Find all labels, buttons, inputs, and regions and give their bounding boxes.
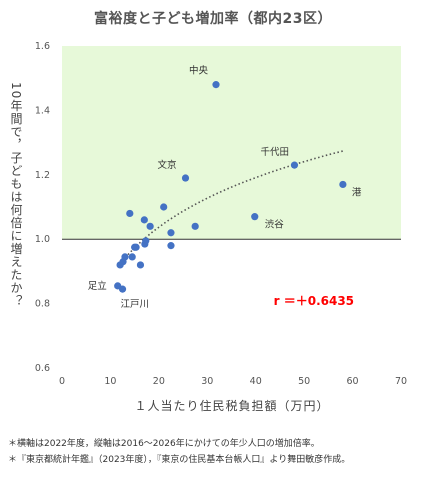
- data-point: [126, 209, 134, 218]
- point-label: 千代田: [260, 147, 289, 158]
- x-tick-label: 60: [347, 376, 359, 387]
- point-label: 江戸川: [121, 299, 150, 310]
- y-tick-label: 0.6: [35, 363, 50, 374]
- point-label: 文京: [157, 159, 176, 171]
- data-point: [251, 213, 259, 221]
- y-tick-labels: 0.6 0.8 1.0 1.2 1.4 1.6: [35, 41, 50, 374]
- x-axis-title: １人当たり住民税負担額（万円）: [134, 399, 330, 413]
- point-label: 港: [352, 186, 362, 198]
- y-tick-label: 1.0: [35, 234, 50, 245]
- x-tick-label: 40: [250, 376, 262, 387]
- footnote-axes: ＊横軸は2022年度，縦軸は2016～2026年にかけての年少人口の増加倍率。: [8, 439, 320, 449]
- data-point: [191, 222, 199, 230]
- x-tick-label: 30: [201, 376, 213, 387]
- data-point: [146, 222, 154, 230]
- data-point: [118, 285, 127, 293]
- point-label: 渋谷: [265, 219, 285, 231]
- data-point: [119, 258, 127, 266]
- point-label: 足立: [88, 280, 107, 292]
- y-tick-label: 0.8: [35, 299, 50, 310]
- data-point: [140, 216, 148, 224]
- data-points: [114, 81, 347, 293]
- data-point: [181, 174, 190, 182]
- shaded-region-above-1: [62, 46, 401, 240]
- data-point: [167, 242, 175, 250]
- data-point: [290, 161, 299, 169]
- point-label: 中央: [189, 65, 209, 77]
- data-point: [339, 180, 347, 189]
- data-point: [212, 81, 220, 89]
- x-tick-label: 20: [153, 376, 165, 387]
- data-point: [136, 261, 145, 269]
- x-tick-labels: 0 10 20 30 40 50 60 70: [59, 376, 407, 387]
- footnote-source: ＊『東京都統計年鑑』（2023年度），『東京の住民基本台帳人口』より舞田敏彦作成…: [8, 455, 351, 465]
- x-tick-label: 50: [298, 376, 310, 387]
- data-point: [128, 253, 136, 261]
- data-point: [167, 229, 175, 237]
- y-axis-title: 10年間で，子どもは何倍に増えたか？: [9, 82, 23, 308]
- trendline: [117, 150, 344, 268]
- y-tick-label: 1.6: [35, 41, 50, 52]
- correlation-annotation: r ＝＋0.6435: [274, 294, 354, 308]
- data-point: [141, 240, 149, 248]
- trendline-group: [117, 150, 344, 268]
- y-tick-label: 1.2: [35, 170, 50, 181]
- data-point: [160, 203, 168, 211]
- chart-title: 富裕度と子ども増加率（都内23区）: [94, 11, 332, 27]
- x-tick-label: 70: [395, 376, 407, 387]
- data-point: [132, 243, 140, 251]
- y-tick-label: 1.4: [35, 105, 50, 116]
- x-tick-label: 0: [59, 376, 65, 387]
- x-tick-label: 10: [104, 376, 116, 387]
